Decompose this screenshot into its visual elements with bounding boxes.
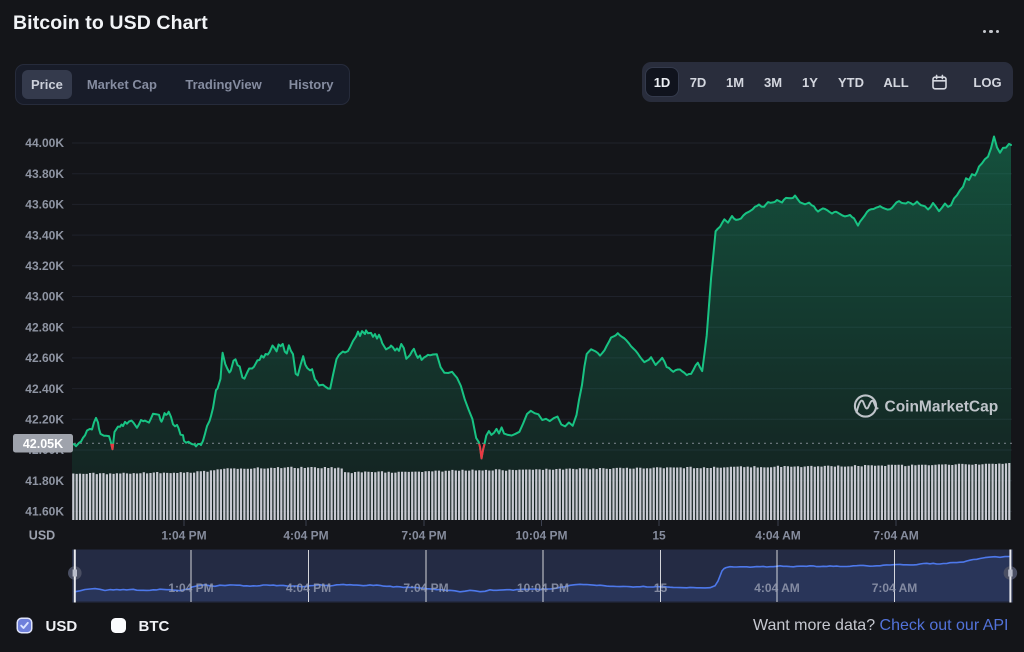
svg-text:43.20K: 43.20K — [25, 259, 64, 273]
svg-text:4:04 AM: 4:04 AM — [754, 581, 800, 595]
svg-text:7:04 PM: 7:04 PM — [401, 529, 446, 543]
svg-text:44.00K: 44.00K — [25, 136, 64, 150]
svg-text:7:04 PM: 7:04 PM — [403, 581, 448, 595]
svg-text:10:04 PM: 10:04 PM — [517, 581, 569, 595]
svg-text:42.20K: 42.20K — [25, 413, 64, 427]
svg-text:42.40K: 42.40K — [25, 382, 64, 396]
svg-text:41.60K: 41.60K — [25, 505, 64, 519]
svg-text:43.40K: 43.40K — [25, 228, 64, 242]
svg-text:10:04 PM: 10:04 PM — [515, 529, 567, 543]
svg-text:4:04 AM: 4:04 AM — [755, 529, 801, 543]
svg-text:43.80K: 43.80K — [25, 167, 64, 181]
svg-text:15: 15 — [654, 581, 668, 595]
svg-text:43.60K: 43.60K — [25, 198, 64, 212]
svg-text:42.80K: 42.80K — [25, 320, 64, 334]
svg-text:41.80K: 41.80K — [25, 474, 64, 488]
svg-text:USD: USD — [29, 529, 55, 543]
svg-text:4:04 PM: 4:04 PM — [283, 529, 328, 543]
svg-text:CoinMarketCap: CoinMarketCap — [885, 399, 999, 416]
svg-text:7:04 AM: 7:04 AM — [872, 581, 918, 595]
svg-text:42.60K: 42.60K — [25, 351, 64, 365]
svg-text:42.05K: 42.05K — [23, 437, 63, 451]
svg-text:4:04 PM: 4:04 PM — [286, 581, 331, 595]
svg-text:1:04 PM: 1:04 PM — [168, 581, 213, 595]
svg-text:15: 15 — [652, 529, 666, 543]
svg-text:43.00K: 43.00K — [25, 290, 64, 304]
svg-text:7:04 AM: 7:04 AM — [873, 529, 919, 543]
svg-text:1:04 PM: 1:04 PM — [161, 529, 206, 543]
